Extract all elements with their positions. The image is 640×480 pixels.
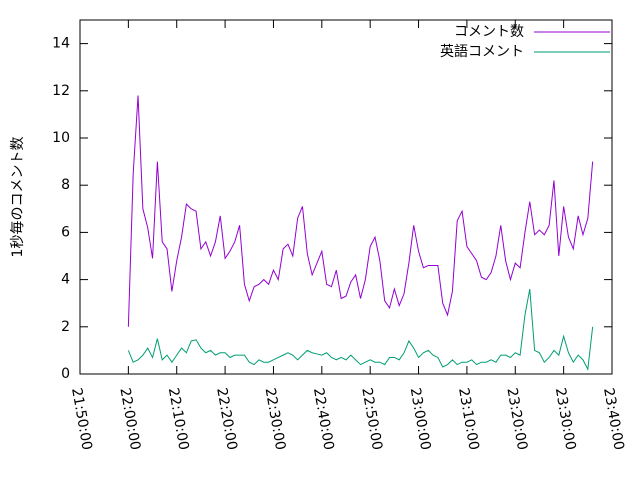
series-line bbox=[127, 288, 594, 371]
y-tick-label: 4 bbox=[61, 272, 70, 288]
x-tick-label: 22:20:00 bbox=[213, 387, 240, 452]
y-tick-label: 8 bbox=[61, 177, 70, 193]
y-axis-label: 1秒毎のコメント数 bbox=[10, 137, 26, 258]
plot-frame bbox=[79, 19, 613, 375]
legend-label: コメント数 bbox=[454, 24, 524, 40]
x-tick-label: 23:30:00 bbox=[552, 387, 579, 452]
y-tick-label: 10 bbox=[52, 130, 70, 146]
y-tick-label: 2 bbox=[61, 319, 70, 335]
x-tick-label: 22:10:00 bbox=[165, 387, 192, 452]
y-tick-label: 0 bbox=[61, 366, 70, 382]
x-tick-label: 22:50:00 bbox=[358, 387, 385, 452]
x-tick-label: 23:40:00 bbox=[600, 387, 627, 452]
y-tick-label: 12 bbox=[52, 83, 70, 99]
legend-label: 英語コメント bbox=[440, 43, 524, 60]
x-tick-label: 22:30:00 bbox=[262, 387, 289, 452]
y-tick-label: 14 bbox=[52, 36, 70, 52]
x-tick-label: 23:00:00 bbox=[407, 387, 434, 452]
x-tick-label: 23:20:00 bbox=[503, 387, 530, 452]
x-tick-label: 22:00:00 bbox=[116, 387, 143, 452]
x-tick-label: 23:10:00 bbox=[455, 387, 482, 452]
series-line bbox=[127, 95, 594, 327]
x-tick-label: 21:50:00 bbox=[68, 387, 95, 452]
y-tick-label: 6 bbox=[61, 224, 70, 240]
x-tick-label: 22:40:00 bbox=[310, 387, 337, 452]
